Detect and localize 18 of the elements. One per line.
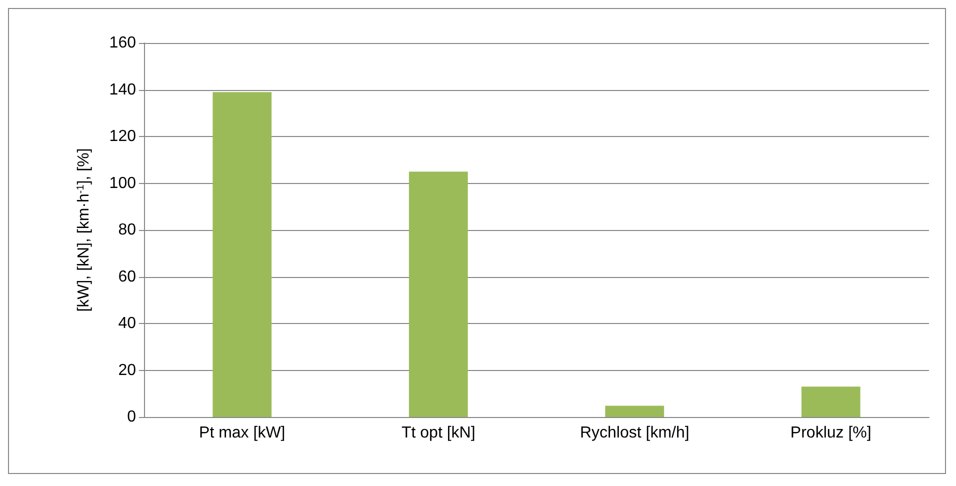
y-tick-label: 60: [118, 268, 136, 286]
y-axis-title: [kW], [kN], [km·h-1], [%]: [76, 148, 92, 312]
bar: [408, 172, 468, 417]
x-tick-label: Prokluz [%]: [790, 424, 872, 442]
y-tick-label: 40: [118, 315, 136, 332]
y-tick-label: 20: [118, 362, 136, 379]
y-tick-label: 160: [109, 34, 136, 52]
y-tick-label: 0: [127, 408, 136, 426]
bar: [605, 406, 664, 417]
bar: [801, 386, 860, 417]
y-tick-label: 120: [109, 128, 136, 145]
bar: [212, 92, 272, 417]
x-tick-label: Pt max [kW]: [199, 424, 286, 442]
y-tick-label: 140: [109, 81, 136, 98]
x-tick-label: Rychlost [km/h]: [580, 424, 690, 442]
y-tick-label: 80: [118, 222, 136, 238]
x-tick-label: Tt opt [kN]: [401, 424, 476, 442]
y-tick-label: 100: [109, 174, 136, 192]
